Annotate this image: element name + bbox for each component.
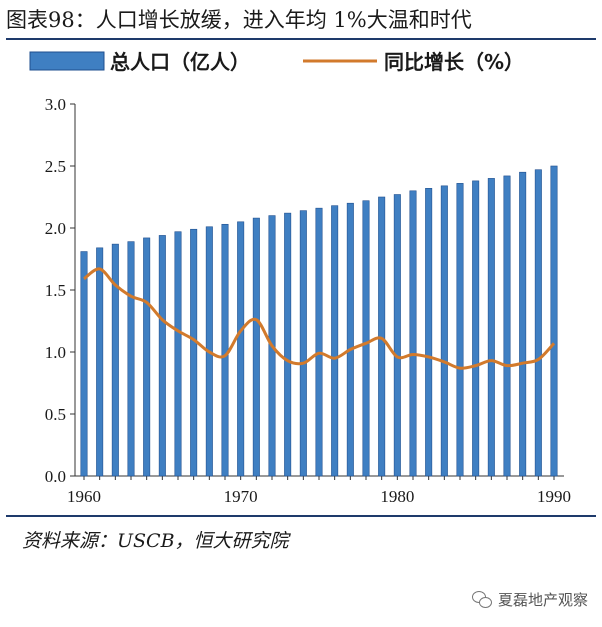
watermark: 夏磊地产观察 [471,589,588,610]
population-bar [362,200,370,477]
y-tick-label: 0.5 [45,405,66,424]
source-note: 资料来源：USCB，恒大研究院 [22,530,289,552]
population-bar [158,235,166,477]
legend-bar-swatch [29,51,105,71]
population-bar [143,237,151,477]
population-bar [440,185,448,477]
population-bar [111,243,119,477]
y-tick-label: 2.5 [45,157,66,176]
x-tick-label: 1990 [537,487,571,506]
population-bar [221,223,229,477]
population-bar [425,188,433,477]
population-bar [190,228,198,477]
wechat-icon [471,591,492,608]
legend: 总人口（亿人） 同比增长（%） [29,50,524,74]
x-tick-label: 1970 [224,487,258,506]
y-axis: 0.0 0.5 1.0 1.5 2.0 2.5 3.0 [45,95,76,486]
population-bar [331,205,339,477]
population-bar [252,217,260,477]
y-tick-label: 3.0 [45,95,66,114]
x-tick-label: 1960 [67,487,101,506]
x-axis: 1960 1970 1980 1990 [67,475,571,506]
bar-series [80,165,558,477]
population-bar [487,178,495,477]
population-bar [315,207,323,477]
population-bar [534,169,542,477]
legend-line-label: 同比增长（%） [384,50,524,74]
population-bar [80,251,88,477]
chart: 总人口（亿人） 同比增长（%） 0.0 0.5 1.0 1.5 2.0 2.5 3.0 19… [29,50,571,506]
title-rule [6,38,596,40]
legend-bar-label: 总人口（亿人） [110,50,250,74]
population-bar [299,210,307,477]
population-bar [519,171,527,477]
population-bar [393,194,401,477]
population-bar [346,202,354,477]
population-bar [96,247,104,477]
population-bar [174,231,182,477]
population-bar [550,165,558,477]
population-bar [456,183,464,477]
y-tick-label: 1.5 [45,281,66,300]
y-tick-label: 0.0 [45,467,66,486]
population-bar [472,180,480,477]
y-tick-label: 2.0 [45,219,66,238]
watermark-text: 夏磊地产观察 [497,591,588,609]
x-tick-label: 1980 [380,487,414,506]
population-bar [284,212,292,477]
population-bar [237,221,245,477]
population-bar [503,175,511,477]
population-bar [127,241,135,477]
population-bar [409,190,417,477]
line-series [83,267,556,370]
source-rule [6,515,596,517]
chart-title: 图表98：人口增长放缓，进入年均 1%大温和时代 [6,8,472,32]
y-tick-label: 1.0 [45,343,66,362]
